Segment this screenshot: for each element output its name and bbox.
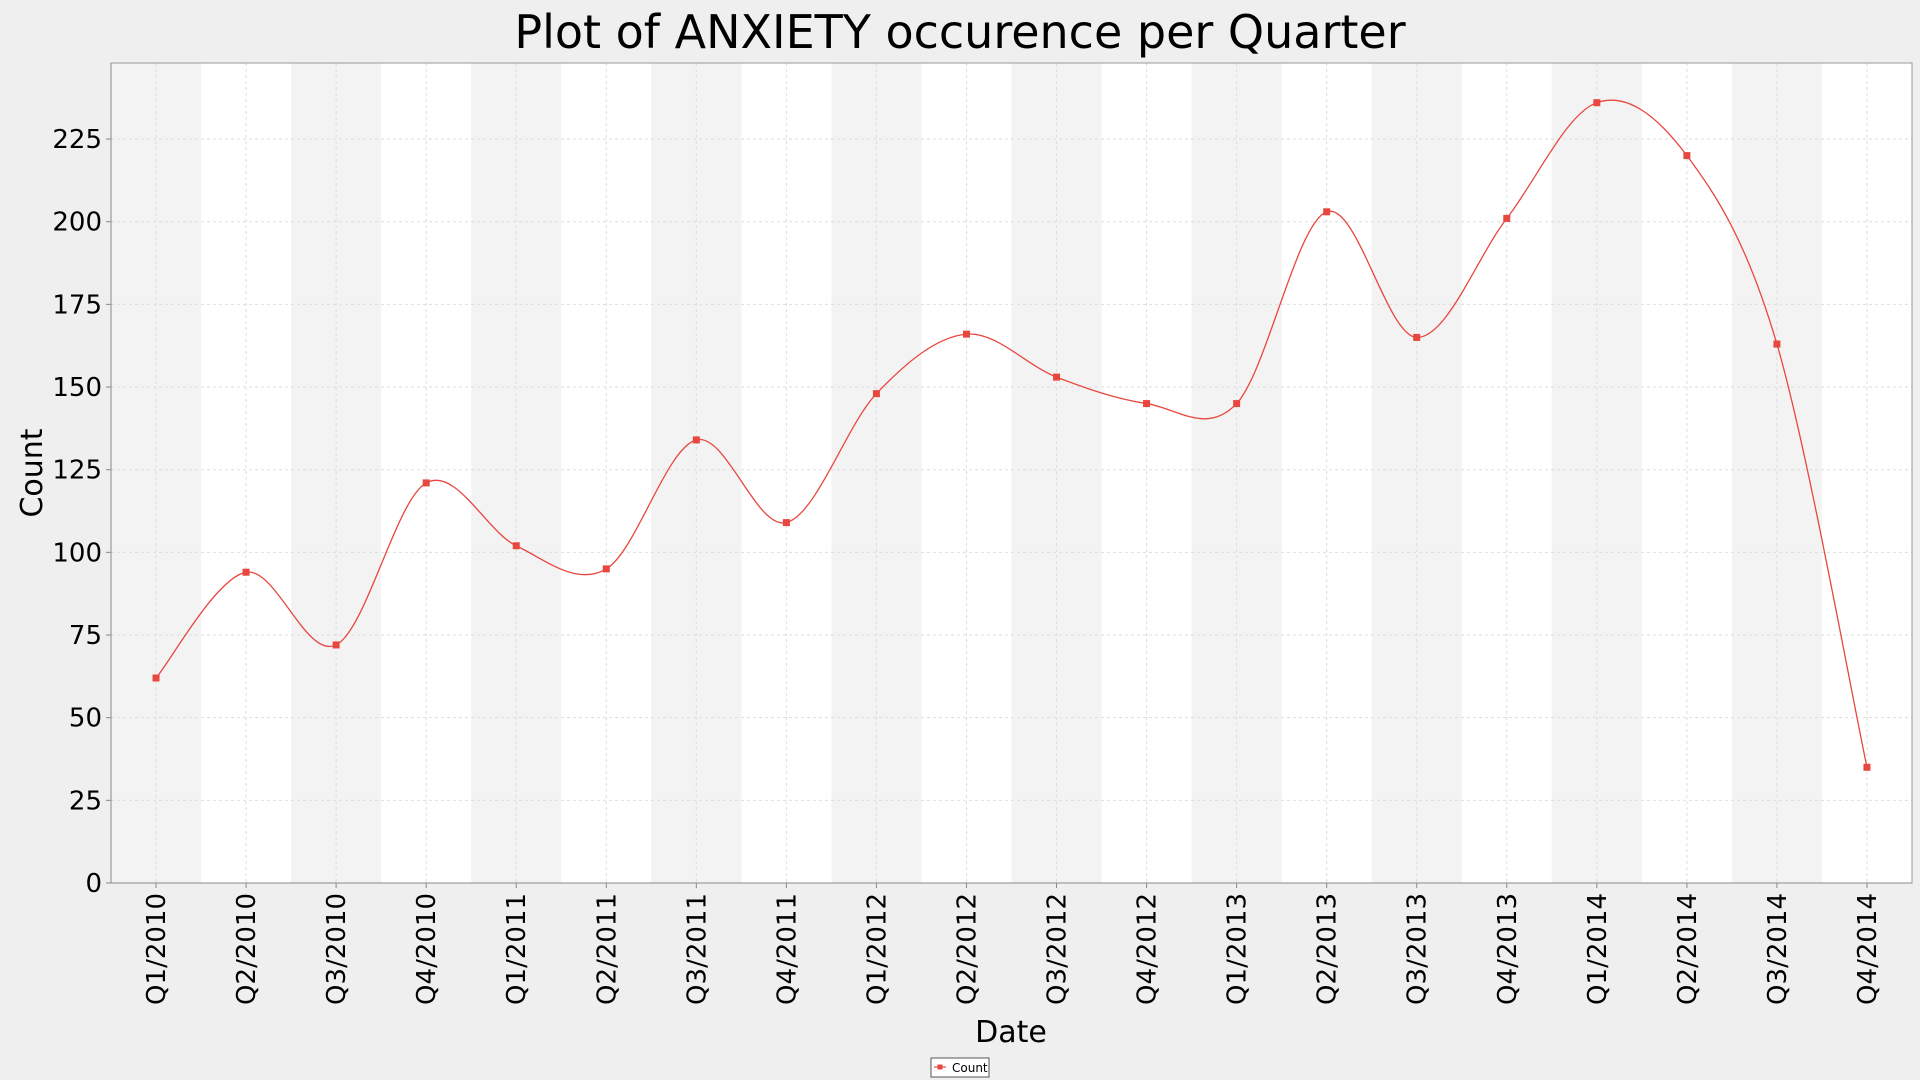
data-point-Q3/2013 bbox=[1413, 333, 1421, 341]
x-tick-label-Q2/2011: Q2/2011 bbox=[592, 893, 622, 1005]
x-tick-label-Q2/2010: Q2/2010 bbox=[232, 893, 262, 1005]
x-tick-label-Q2/2014: Q2/2014 bbox=[1673, 893, 1703, 1005]
data-point-Q4/2011 bbox=[782, 519, 790, 527]
series-count bbox=[152, 99, 1871, 771]
y-tick-label-175: 175 bbox=[52, 290, 102, 320]
y-tick-label-150: 150 bbox=[52, 373, 102, 403]
data-point-Q4/2010 bbox=[422, 479, 430, 487]
x-tick-label-Q3/2013: Q3/2013 bbox=[1403, 893, 1433, 1005]
legend-marker-swatch bbox=[937, 1064, 943, 1070]
data-point-Q1/2013 bbox=[1233, 400, 1241, 408]
y-axis-label: Count bbox=[15, 428, 50, 517]
data-point-Q4/2014 bbox=[1863, 763, 1871, 771]
y-tick-label-75: 75 bbox=[69, 621, 102, 651]
y-tick-label-125: 125 bbox=[52, 456, 102, 486]
data-point-Q3/2011 bbox=[692, 436, 700, 444]
grid-lines bbox=[111, 63, 1912, 883]
x-tick-label-Q4/2010: Q4/2010 bbox=[412, 893, 442, 1005]
data-point-Q2/2010 bbox=[242, 568, 250, 576]
legend-box bbox=[930, 1057, 990, 1078]
y-tick-label-100: 100 bbox=[52, 538, 102, 568]
y-tick-label-200: 200 bbox=[52, 208, 102, 238]
x-tick-label-Q2/2013: Q2/2013 bbox=[1313, 893, 1343, 1005]
x-tick-label-Q1/2012: Q1/2012 bbox=[862, 893, 892, 1005]
x-tick-label-Q4/2011: Q4/2011 bbox=[772, 893, 802, 1005]
x-tick-label-Q1/2010: Q1/2010 bbox=[142, 893, 172, 1005]
x-axis: Q1/2010 Q2/2010 Q3/2010 Q4/2010 Q1/2011 Q2/20… bbox=[111, 882, 1912, 1005]
y-tick-label-25: 25 bbox=[69, 786, 102, 816]
y-axis: 0 25 50 75 100 125 150 175 200 225 bbox=[52, 63, 112, 899]
data-point-Q2/2013 bbox=[1323, 208, 1331, 216]
x-tick-label-Q1/2013: Q1/2013 bbox=[1223, 893, 1253, 1005]
x-tick-label-Q3/2014: Q3/2014 bbox=[1763, 893, 1793, 1005]
data-point-Q3/2010 bbox=[332, 641, 340, 649]
data-point-Q3/2014 bbox=[1773, 340, 1781, 348]
x-tick-label-Q4/2012: Q4/2012 bbox=[1133, 893, 1163, 1005]
x-tick-label-Q4/2014: Q4/2014 bbox=[1853, 893, 1883, 1005]
chart-title: Plot of ANXIETY occurence per Quarter bbox=[514, 5, 1405, 59]
y-tick-label-0: 0 bbox=[85, 869, 102, 899]
x-tick-label-Q2/2012: Q2/2012 bbox=[952, 893, 982, 1005]
x-tick-label-Q3/2011: Q3/2011 bbox=[682, 893, 712, 1005]
legend: Count bbox=[930, 1057, 990, 1078]
y-tick-label-225: 225 bbox=[52, 125, 102, 155]
y-tick-label-50: 50 bbox=[69, 704, 102, 734]
x-axis-label: Date bbox=[975, 1015, 1047, 1050]
data-point-Q1/2012 bbox=[872, 390, 880, 398]
data-point-Q2/2012 bbox=[962, 330, 970, 338]
data-point-Q2/2011 bbox=[602, 565, 610, 573]
data-point-Q1/2011 bbox=[512, 542, 520, 550]
x-tick-label-Q4/2013: Q4/2013 bbox=[1493, 893, 1523, 1005]
data-point-Q4/2013 bbox=[1503, 214, 1511, 222]
x-tick-label-Q1/2014: Q1/2014 bbox=[1583, 893, 1613, 1005]
x-tick-label-Q3/2010: Q3/2010 bbox=[322, 893, 352, 1005]
data-point-Q4/2012 bbox=[1143, 400, 1151, 408]
data-point-Q3/2012 bbox=[1053, 373, 1061, 381]
legend-label-count: Count bbox=[952, 1061, 988, 1075]
data-point-Q1/2010 bbox=[152, 674, 160, 682]
data-point-Q1/2014 bbox=[1593, 99, 1601, 107]
x-tick-label-Q3/2012: Q3/2012 bbox=[1043, 893, 1073, 1005]
x-tick-label-Q1/2011: Q1/2011 bbox=[502, 893, 532, 1005]
data-point-Q2/2014 bbox=[1683, 152, 1691, 160]
